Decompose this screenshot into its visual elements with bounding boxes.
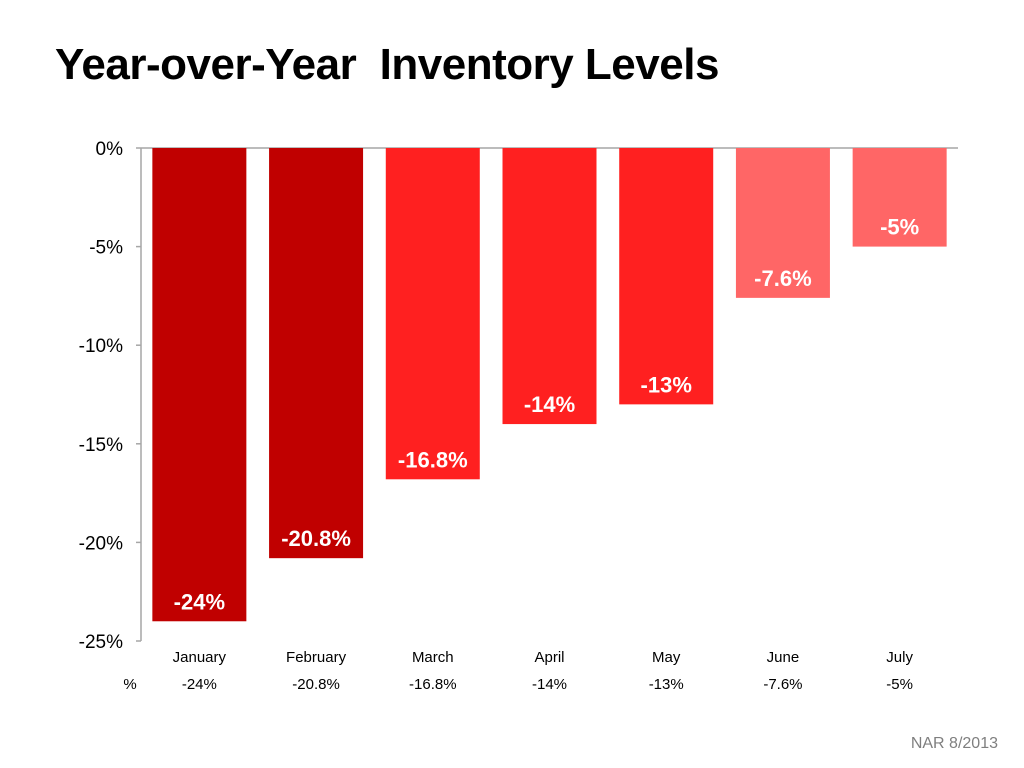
x-category-label: July xyxy=(886,649,913,666)
y-tick-label: -25% xyxy=(79,632,123,653)
bar-value-label: -14% xyxy=(524,392,575,417)
data-table-cell: -16.8% xyxy=(409,676,457,693)
data-table-cell: -14% xyxy=(532,676,567,693)
y-tick-label: -10% xyxy=(79,336,123,357)
bar xyxy=(269,148,364,559)
bar-value-label: -5% xyxy=(880,215,919,240)
bar xyxy=(502,148,597,425)
data-table-cell: -20.8% xyxy=(292,676,340,693)
bar-value-label: -20.8% xyxy=(281,526,351,551)
data-table-cell: -24% xyxy=(182,676,217,693)
bar xyxy=(852,148,947,247)
x-category-label: May xyxy=(652,649,681,666)
bar-layer xyxy=(152,148,947,622)
x-category-label: June xyxy=(767,649,800,666)
data-table-cell: -5% xyxy=(886,676,913,693)
x-category-label: April xyxy=(534,649,564,666)
data-table-cell: -7.6% xyxy=(763,676,802,693)
y-tick-label: 0% xyxy=(96,139,124,160)
bar-value-label: -24% xyxy=(174,589,225,614)
bar xyxy=(385,148,480,480)
y-tick-label: -20% xyxy=(79,533,123,554)
x-category-label: January xyxy=(173,649,227,666)
data-table-cell: -13% xyxy=(649,676,684,693)
data-table: -24% -20.8% -16.8% -14% -13% -7.6% -5%% xyxy=(123,676,913,693)
page-title: Year-over-Year Inventory Levels xyxy=(55,40,719,89)
bar xyxy=(735,148,830,298)
bar xyxy=(619,148,714,405)
source-note: NAR 8/2013 xyxy=(910,735,998,752)
axis-layer: 0% -5% -10% -15% -20% -25% January February Marc… xyxy=(79,139,958,666)
x-category-label: February xyxy=(286,649,347,666)
y-tick-label: -5% xyxy=(89,238,123,259)
bar xyxy=(152,148,247,622)
y-tick-label: -15% xyxy=(79,435,123,456)
x-category-label: March xyxy=(412,649,454,666)
bar-value-label: -16.8% xyxy=(398,447,468,472)
data-table-row-label: % xyxy=(123,676,136,693)
bar-value-label: -7.6% xyxy=(754,266,811,291)
label-layer: -24% -20.8% -16.8% -14% -13% -7.6% -5% xyxy=(174,215,920,615)
bar-value-label: -13% xyxy=(641,372,692,397)
